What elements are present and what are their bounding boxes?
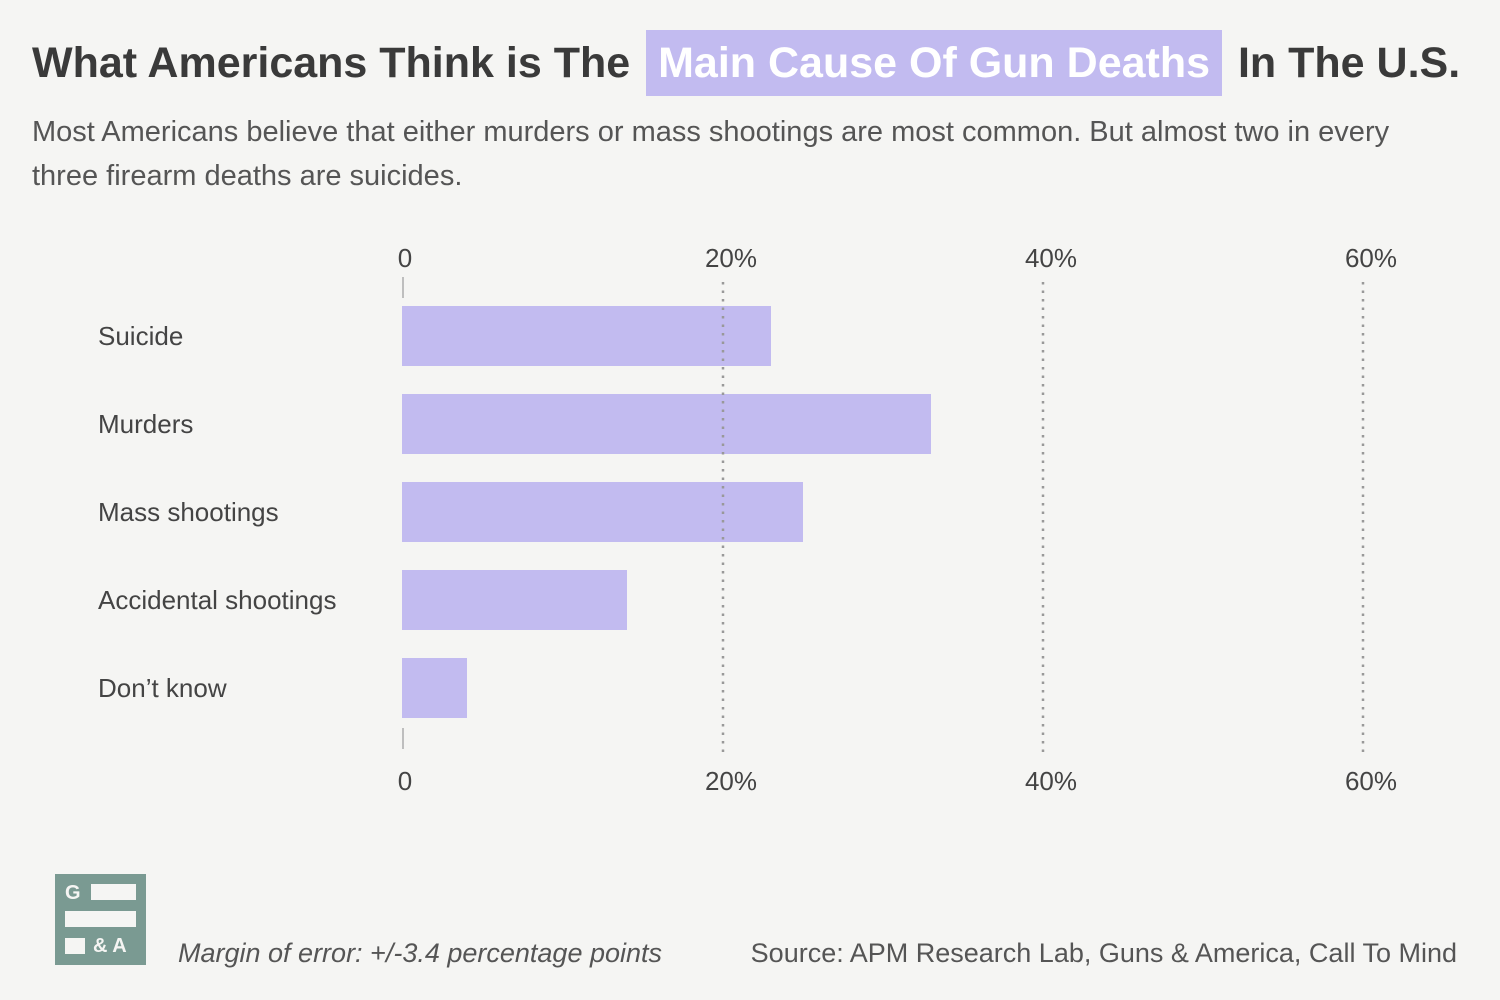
bar-chart: Suicide Murders Mass shootings Accidental s… [0,0,1500,820]
source-note: Source: APM Research Lab, Guns & America… [751,938,1457,969]
category-label: Accidental shootings [98,585,336,615]
x-tick-label-bottom: 60% [1345,766,1397,796]
bar-murders [402,394,931,454]
category-label: Suicide [98,321,183,351]
guns-and-america-logo: G & A [55,874,146,965]
x-tick-label-bottom: 0 [398,766,412,796]
logo-letter-g: G [65,883,81,903]
x-tick-label-bottom: 20% [705,766,757,796]
logo-bar-top [91,884,136,900]
category-label: Don’t know [98,673,227,703]
category-label: Murders [98,409,193,439]
logo-bar-middle [65,911,136,927]
bar-mass-shootings [402,482,803,542]
category-label: Mass shootings [98,497,279,527]
x-tick-label-top: 60% [1345,243,1397,273]
x-tick-label-top: 20% [705,243,757,273]
bar-suicide [402,306,771,366]
x-tick-label-top: 0 [398,243,412,273]
x-tick-label-top: 40% [1025,243,1077,273]
bar-accidental-shootings [402,570,627,630]
logo-bar-bottom [65,938,85,954]
logo-letters-and-a: & A [93,936,127,956]
x-tick-label-bottom: 40% [1025,766,1077,796]
bar-don-t-know [402,658,467,718]
margin-of-error-note: Margin of error: +/-3.4 percentage point… [178,938,662,969]
